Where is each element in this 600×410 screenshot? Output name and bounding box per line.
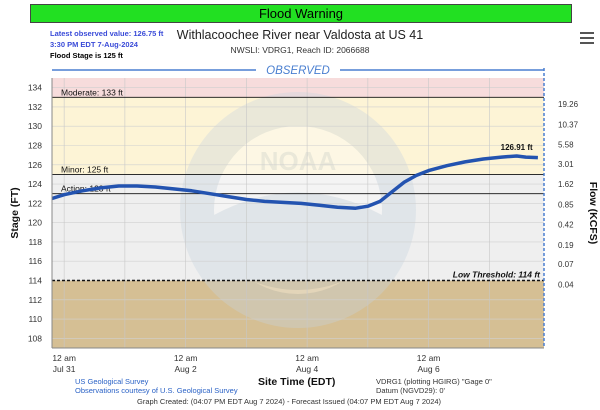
x-tick-label: 12 am xyxy=(52,353,76,363)
y-tick-label: 134 xyxy=(28,83,42,93)
x-tick-date: Jul 31 xyxy=(53,364,76,374)
threshold-label-moderate: Moderate: 133 ft xyxy=(61,87,124,97)
axes xyxy=(51,68,545,349)
latest-time: 3:30 PM EDT 7-Aug-2024 xyxy=(50,40,138,49)
y-tick-label: 116 xyxy=(28,256,42,266)
flow-tick-label: 1.62 xyxy=(558,180,574,189)
flow-tick-label: 0.19 xyxy=(558,241,574,250)
flow-axis-ticks: 19.26 10.37 5.58 3.01 1.62 0.85 0.42 0.19 0.07 0.… xyxy=(558,100,579,289)
flow-tick-label: 3.01 xyxy=(558,160,574,169)
y-axis-label: Stage (FT) xyxy=(9,187,21,238)
flow-tick-label: 10.37 xyxy=(558,120,579,129)
peak-value-label: 126.91 ft xyxy=(501,143,533,152)
noaa-watermark-icon: NOAA xyxy=(180,92,416,328)
x-tick-date: Aug 4 xyxy=(296,364,318,374)
flow-tick-label: 0.04 xyxy=(558,280,574,289)
stage-series-line xyxy=(51,154,538,210)
flow-tick-label: 0.85 xyxy=(558,200,574,209)
y-tick-label: 118 xyxy=(28,237,42,247)
y-tick-label: 132 xyxy=(28,102,42,112)
y-tick-label: 108 xyxy=(28,333,42,343)
y-tick-label: 112 xyxy=(28,295,42,305)
y-tick-label: 120 xyxy=(28,218,42,228)
y-tick-label: 130 xyxy=(28,121,42,131)
flow-tick-label: 0.42 xyxy=(558,221,574,230)
y-axis-ticks: 108 110 112 114 116 118 120 122 124 126 128 130 132 1… xyxy=(28,83,42,344)
latest-observation: Latest observed value: 126.75 ft 3:30 PM… xyxy=(50,28,163,61)
flood-stage-note: Flood Stage is 125 ft xyxy=(50,51,123,60)
threshold-label-minor: Minor: 125 ft xyxy=(61,164,109,174)
x-tick-label: 12 am xyxy=(295,353,319,363)
chart-title: Withlacoochee River near Valdosta at US … xyxy=(176,28,424,42)
x-tick-date: Aug 2 xyxy=(175,364,197,374)
latest-value: Latest observed value: 126.75 ft xyxy=(50,29,164,38)
x-tick-label: 12 am xyxy=(417,353,441,363)
low-zone xyxy=(52,280,544,348)
y-tick-label: 128 xyxy=(28,141,42,151)
datum-info: Datum (NGVD29): 0' xyxy=(376,386,445,395)
y-tick-label: 124 xyxy=(28,179,42,189)
x-axis-label: Site Time (EDT) xyxy=(258,376,336,388)
y-tick-label: 122 xyxy=(28,198,42,208)
flow-tick-label: 19.26 xyxy=(558,100,579,109)
hamburger-menu-icon[interactable] xyxy=(580,32,594,47)
x-tick-label: 12 am xyxy=(174,353,198,363)
flow-tick-label: 0.07 xyxy=(558,260,574,269)
observed-label: OBSERVED xyxy=(266,65,330,77)
observed-header: OBSERVED xyxy=(52,65,544,77)
flood-warning-banner: Flood Warning xyxy=(30,4,572,23)
y-tick-label: 114 xyxy=(28,276,42,286)
threshold-label-low: Low Threshold: 114 ft xyxy=(453,270,541,280)
source-courtesy[interactable]: Observations courtesy of U.S. Geological… xyxy=(75,386,238,395)
plotting-info: VDRG1 (plotting HGIRG) "Gage 0" xyxy=(376,377,492,386)
source-usgs[interactable]: US Geological Survey xyxy=(75,377,149,386)
chart-subtitle: NWSLI: VDRG1, Reach ID: 2066688 xyxy=(230,45,370,55)
y2-axis-label: Flow (KCFS) xyxy=(587,182,599,244)
normal-zone xyxy=(52,174,544,281)
svg-text:NOAA: NOAA xyxy=(260,146,337,176)
y-tick-label: 110 xyxy=(28,314,42,324)
x-tick-date: Aug 6 xyxy=(417,364,439,374)
y-tick-label: 126 xyxy=(28,160,42,170)
flow-tick-label: 5.58 xyxy=(558,141,574,150)
graph-created: Graph Created: (04:07 PM EDT Aug 7 2024)… xyxy=(137,397,442,406)
